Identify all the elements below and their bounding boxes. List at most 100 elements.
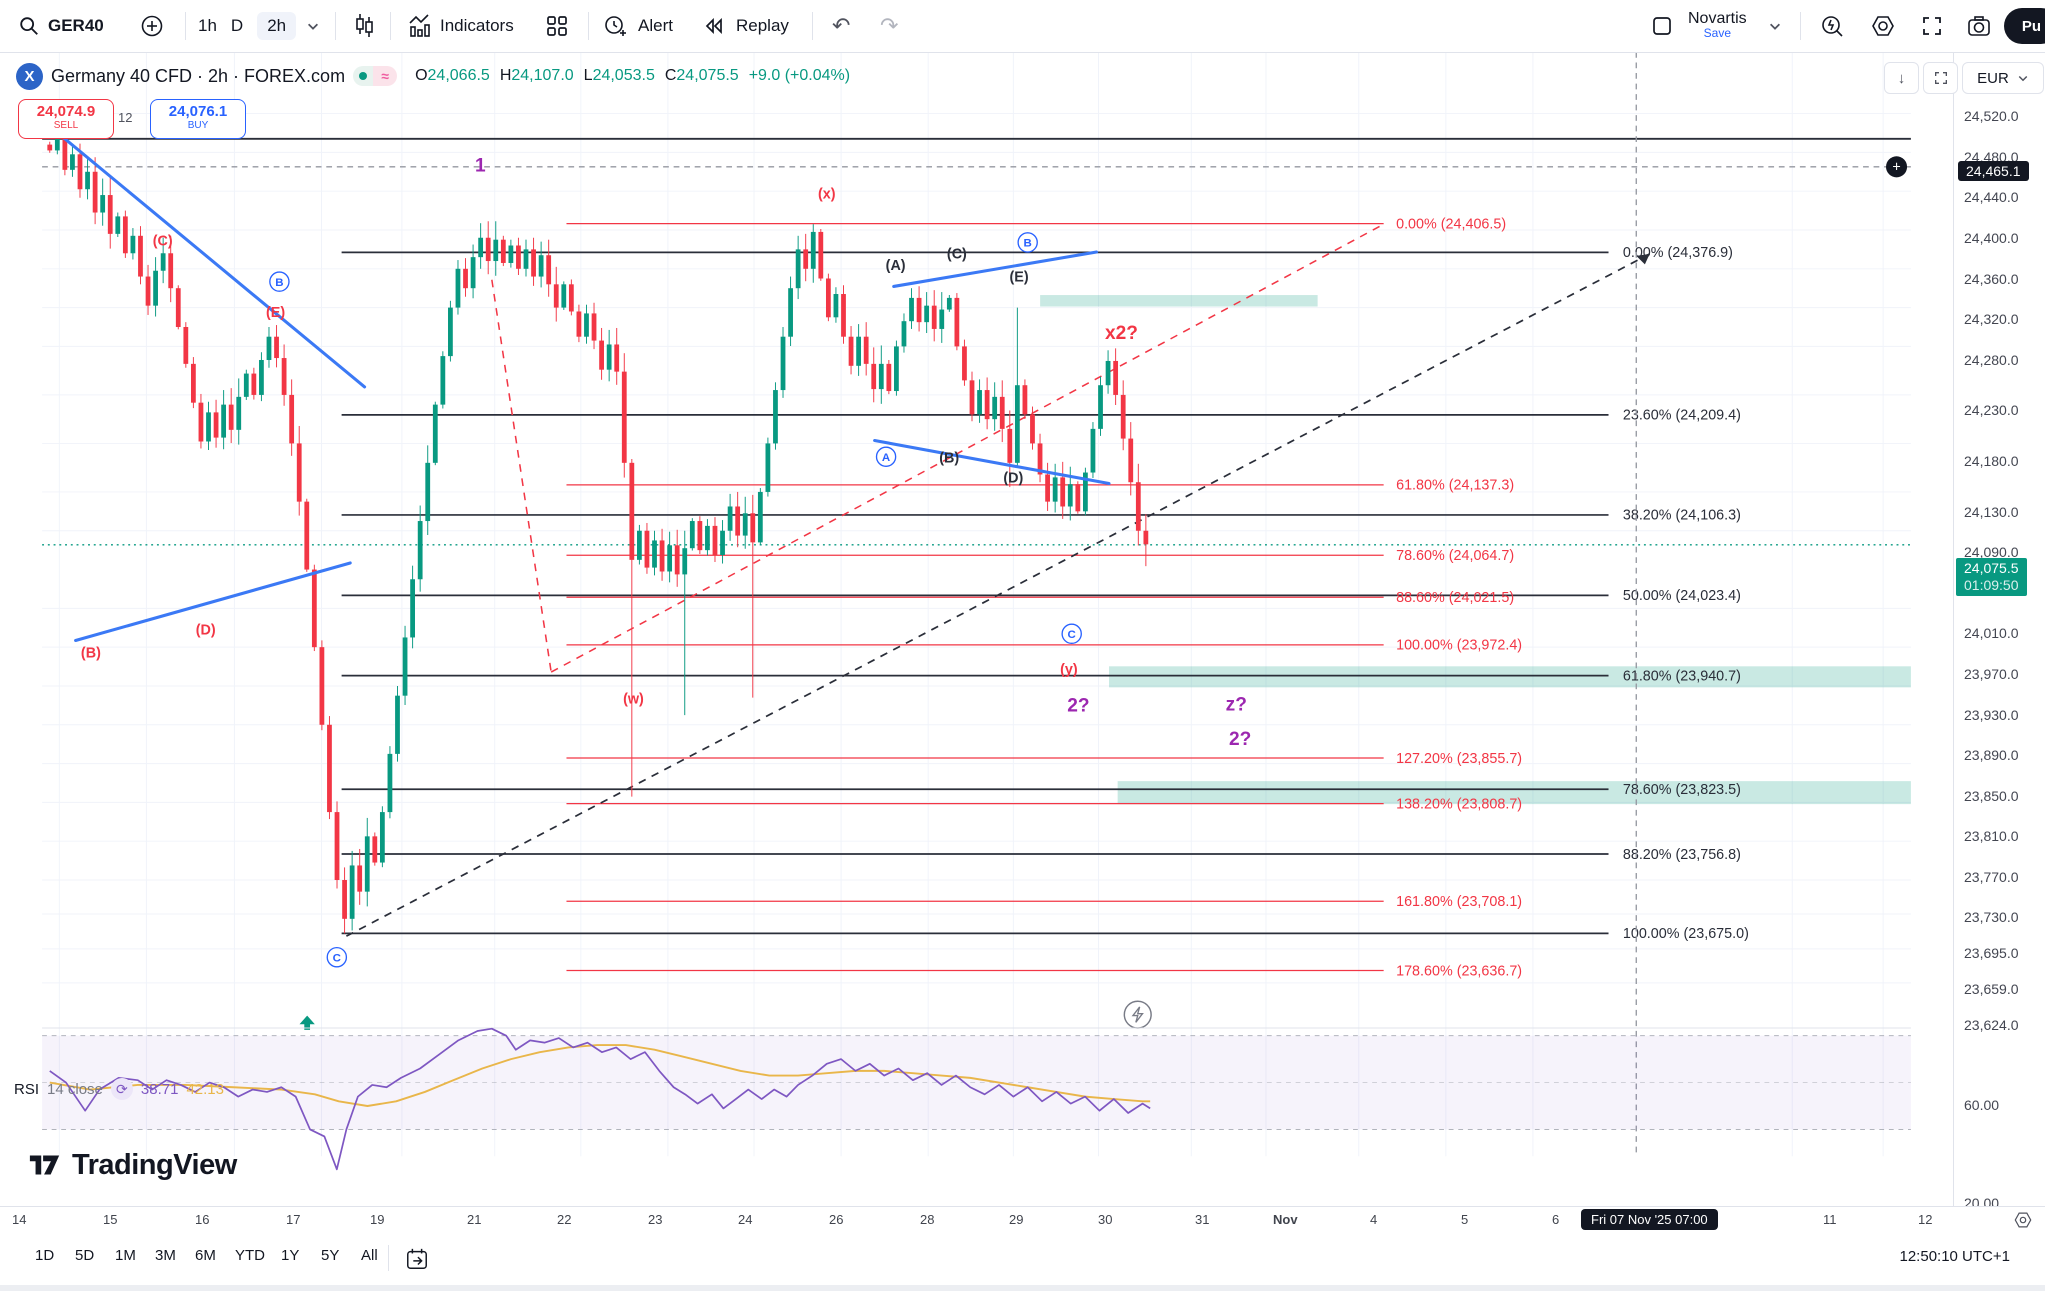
time-tick: 28 [920,1212,935,1227]
time-tick: 12 [1918,1212,1933,1227]
quick-search-flash-icon[interactable] [1820,0,1845,52]
price-tick: 23,770.0 [1964,868,2019,885]
go-to-date-icon[interactable] [405,1247,429,1275]
rsi-legend: RSI 14 close ⟳ 38.71 42.13 [14,1078,224,1100]
time-tick: 4 [1370,1212,1378,1227]
svg-text:178.60% (23,636.7): 178.60% (23,636.7) [1396,963,1522,979]
layout-chevron-icon[interactable] [1768,0,1782,52]
price-tick: 24,440.0 [1964,189,2019,206]
candlestick-style-icon[interactable] [352,0,376,52]
rsi-title[interactable]: RSI [14,1080,40,1098]
grid [42,52,1911,1157]
range-1M[interactable]: 1M [115,1247,136,1264]
templates-grid-icon[interactable] [545,0,569,52]
market-status-dot-icon[interactable] [353,66,374,86]
undo-icon[interactable]: ↶ [832,13,851,38]
time-axis[interactable]: Fri 07 Nov '25 07:00 14 15 16 17 19 21 22 23 24 2… [0,1206,2045,1234]
fib-extension-red: 0.00% (24,406.5) 61.80% (24,137.3) 78.60% … [566,216,1522,979]
indicators-button[interactable]: Indicators [440,16,514,35]
indicators-icon[interactable] [408,0,434,52]
svg-text:1: 1 [475,156,486,177]
currency-selector[interactable]: EUR [1962,62,2044,94]
fullscreen-icon[interactable] [1920,0,1944,52]
svg-text:(D): (D) [196,623,216,639]
time-tick: 22 [557,1212,572,1227]
interval-2h[interactable]: 2h [257,12,297,40]
timezone-clock[interactable]: 12:50:10 UTC+1 [1899,1248,2011,1265]
range-YTD[interactable]: YTD [235,1247,265,1264]
time-tick: 17 [286,1212,301,1227]
sell-button[interactable]: 24,074.9 SELL [18,99,114,139]
svg-text:B: B [275,277,283,289]
last-price-badge: 24,075.5 01:09:50 [1956,558,2027,596]
time-axis-settings-icon[interactable] [2013,1210,2033,1235]
range-5Y[interactable]: 5Y [321,1247,340,1264]
range-All[interactable]: All [361,1247,378,1264]
replay-icon[interactable] [702,0,726,52]
chart-markers [299,1000,1152,1030]
layout-name[interactable]: Novartis [1688,10,1747,27]
svg-text:2?: 2? [1067,695,1089,716]
search-icon[interactable] [18,0,40,52]
range-5D[interactable]: 5D [75,1247,95,1264]
price-tick: 24,180.0 [1964,453,2019,470]
svg-text:61.80% (23,940.7): 61.80% (23,940.7) [1623,668,1741,684]
tradingview-logo[interactable]: TradingView [28,1148,237,1182]
price-axis[interactable]: 24,520.0 24,480.0 24,440.0 24,400.0 24,360.0… [1953,52,2045,1211]
delayed-data-icon[interactable]: ≈ [373,66,398,86]
rsi-refresh-icon[interactable]: ⟳ [110,1078,133,1100]
svg-text:(E): (E) [1010,270,1029,286]
time-tick: 31 [1195,1212,1210,1227]
fib-retracement-black: 0.00% (24,376.9) 23.60% (24,209.4) 38.20% … [341,245,1749,942]
replay-button[interactable]: Replay [736,16,789,35]
publish-button[interactable]: Pu [2003,8,2045,44]
svg-text:161.80% (23,708.1): 161.80% (23,708.1) [1396,894,1522,910]
time-tick: 21 [467,1212,482,1227]
interval-1h[interactable]: 1h [198,16,217,35]
alert-button[interactable]: Alert [638,16,673,35]
dashed-trendlines [345,223,1651,937]
svg-text:(x): (x) [818,186,836,202]
svg-text:23.60% (24,209.4): 23.60% (24,209.4) [1623,408,1741,424]
snapshot-camera-icon[interactable] [1966,0,1992,52]
interval-D[interactable]: D [230,16,244,35]
svg-text:z?: z? [1226,694,1247,715]
svg-text:127.20% (23,855.7): 127.20% (23,855.7) [1396,751,1522,767]
svg-text:61.80% (24,137.3): 61.80% (24,137.3) [1396,478,1514,494]
compare-add-icon[interactable] [140,0,164,52]
save-button[interactable]: Save [1703,26,1732,40]
svg-text:0.00% (24,376.9): 0.00% (24,376.9) [1623,245,1733,261]
svg-text:0.00% (24,406.5): 0.00% (24,406.5) [1396,216,1506,232]
symbol-search-button[interactable]: GER40 [48,16,104,35]
crosshair-time-badge: Fri 07 Nov '25 07:00 [1581,1209,1718,1230]
scroll-to-recent-button[interactable]: ↓ [1884,62,1919,94]
chevron-down-icon[interactable] [306,0,320,52]
time-tick: 14 [12,1212,27,1227]
add-alert-plus-icon [1886,156,1908,178]
price-tick: 24,360.0 [1964,270,2019,287]
svg-text:100.00% (23,675.0): 100.00% (23,675.0) [1623,926,1749,942]
rsi-ma-value: 42.13 [186,1080,224,1098]
svg-text:x2?: x2? [1105,323,1138,344]
svg-text:78.60% (23,823.5): 78.60% (23,823.5) [1623,782,1741,798]
svg-text:A: A [882,452,890,464]
range-1Y[interactable]: 1Y [281,1247,300,1264]
range-1D[interactable]: 1D [35,1247,55,1264]
time-tick: 29 [1009,1212,1024,1227]
svg-text:(B): (B) [81,646,101,662]
candlestick-chart[interactable]: 0.00% (24,376.9) 23.60% (24,209.4) 38.20% … [0,52,1953,1206]
range-6M[interactable]: 6M [195,1247,216,1264]
range-3M[interactable]: 3M [155,1247,176,1264]
layout-checkbox-icon[interactable] [1650,0,1674,52]
time-tick: 6 [1552,1212,1560,1227]
time-tick: 30 [1098,1212,1113,1227]
settings-hexagon-icon[interactable] [1870,0,1896,52]
buy-button[interactable]: 24,076.1 BUY [150,99,246,139]
alert-clock-icon[interactable] [602,0,628,52]
svg-text:(D): (D) [1003,471,1023,487]
symbol-title[interactable]: Germany 40 CFD · 2h · FOREX.com [51,65,346,86]
wave-labels: (x) (C) (E) (B) (D) (w) (y) x2? (A) (C) (E) (B) (D) 1… [81,156,1251,968]
time-tick: 11 [1823,1212,1837,1227]
redo-icon[interactable]: ↷ [880,13,899,38]
maximize-pane-icon[interactable] [1923,62,1958,94]
